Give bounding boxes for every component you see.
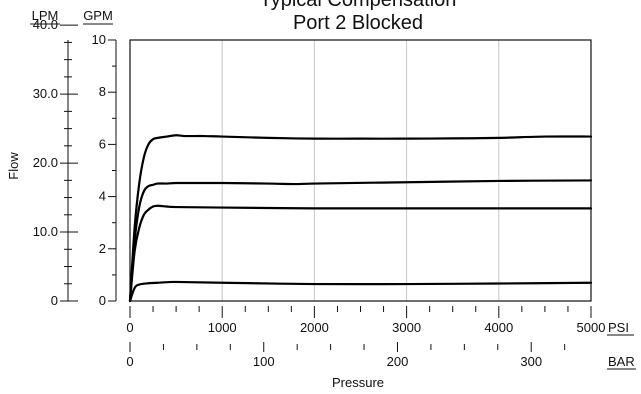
y-unit-lpm: LPM [32, 8, 59, 23]
lpm-tick-label: 10.0 [33, 224, 58, 239]
psi-tick-label: 1000 [208, 320, 237, 335]
psi-tick-label: 4000 [484, 320, 513, 335]
flow-curve-4 [128, 280, 593, 303]
chart-title-line-1: Typical Compensation [260, 0, 457, 11]
psi-tick-label: 0 [126, 320, 133, 335]
flow-curve-3 [128, 204, 593, 303]
lpm-tick-label: 30.0 [33, 86, 58, 101]
gpm-tick-label: 8 [99, 84, 106, 99]
lpm-tick-label: 40.0 [33, 17, 58, 32]
bar-tick-label: 200 [387, 354, 409, 369]
gpm-tick-label: 2 [99, 241, 106, 256]
lpm-tick-label: 0 [51, 293, 58, 308]
lpm-axis: 0 10.0 20.0 30.0 40.0 [33, 17, 78, 308]
psi-axis: 0 1000 2000 3000 4000 5000 [126, 306, 605, 335]
gpm-axis: 0 2 4 6 8 10 [92, 32, 117, 308]
bar-tick-label: 0 [126, 354, 133, 369]
plot-frame [129, 39, 592, 302]
y-unit-gpm: GPM [83, 8, 113, 23]
bar-tick-label: 300 [520, 354, 542, 369]
flow-curve-2 [128, 179, 593, 303]
series-group [128, 134, 593, 303]
x-unit-psi: PSI [608, 320, 629, 335]
gridlines [221, 40, 500, 301]
gpm-tick-label: 0 [99, 293, 106, 308]
gpm-tick-label: 4 [99, 189, 106, 204]
gpm-tick-label: 10 [92, 32, 106, 47]
lpm-tick-label: 20.0 [33, 155, 58, 170]
y-axis-title: Flow [6, 152, 21, 180]
psi-tick-label: 2000 [300, 320, 329, 335]
bar-tick-label: 100 [253, 354, 275, 369]
psi-tick-label: 3000 [392, 320, 421, 335]
bar-axis: 0 100 200 300 [126, 342, 566, 369]
chart-title: Typical Compensation Port 2 Blocked [260, 0, 457, 34]
gpm-tick-label: 6 [99, 136, 106, 151]
y-unit-labels: LPM GPM [30, 8, 113, 25]
psi-tick-label: 5000 [577, 320, 606, 335]
flow-curve-1 [128, 134, 593, 303]
chart-title-line-2: Port 2 Blocked [293, 12, 423, 34]
x-axis-title: Pressure [332, 375, 384, 390]
x-unit-bar: BAR [608, 354, 635, 369]
